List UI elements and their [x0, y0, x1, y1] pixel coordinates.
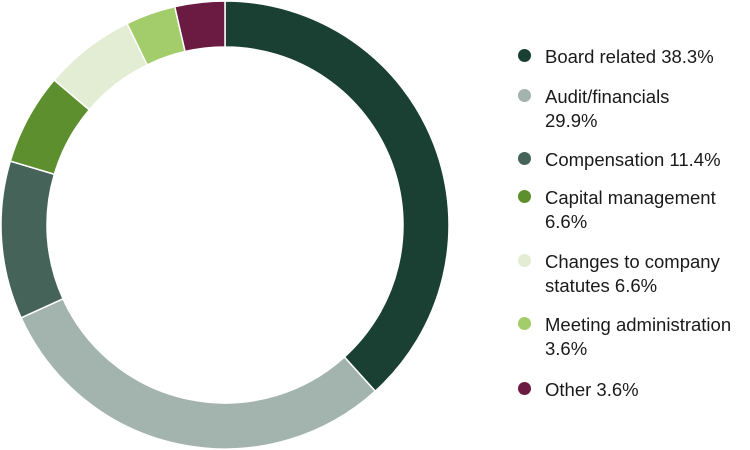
donut-slice-compensation: [0, 160, 64, 319]
legend-dot: [518, 317, 531, 330]
legend-label: Capital management 6.6%: [545, 187, 716, 232]
legend-label: Meeting administration 3.6%: [545, 314, 732, 359]
legend-dot: [518, 89, 531, 102]
legend-label: Audit/financials 29.9%: [545, 86, 670, 131]
legend-label: Board related 38.3%: [545, 46, 714, 67]
legend-label: Changes to company statutes 6.6%: [545, 251, 720, 296]
donut-slice-board-related: [224, 0, 450, 393]
legend-dot: [518, 382, 531, 395]
legend-dot: [518, 254, 531, 267]
legend-dot: [518, 190, 531, 203]
legend-label: Other 3.6%: [545, 379, 639, 400]
legend-dot: [518, 49, 531, 62]
donut-chart: [0, 0, 450, 450]
donut-slice-audit-financials: [20, 297, 377, 450]
legend-dot: [518, 152, 531, 165]
legend-label: Compensation 11.4%: [545, 149, 721, 170]
donut-slice-other: [173, 0, 226, 53]
